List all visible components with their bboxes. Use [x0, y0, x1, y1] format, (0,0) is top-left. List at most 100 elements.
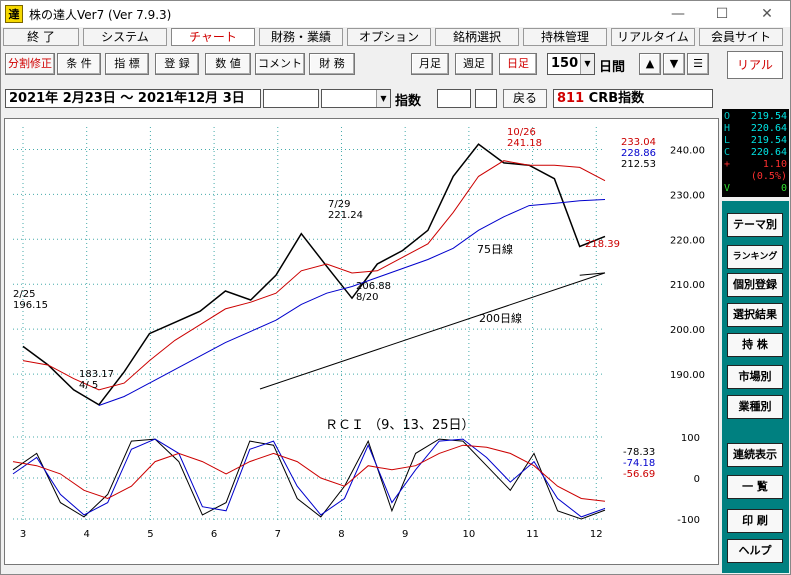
quote-panel: O 219.54 H 220.64 L 219.54 C 220.64 +1.10 (0… [722, 109, 789, 197]
x-tick-label: 9 [402, 529, 408, 540]
menu-options[interactable]: オプション [347, 28, 431, 46]
series-line-75日線 [98, 199, 606, 406]
back-button[interactable]: 戻る [503, 89, 547, 108]
instrument-name: CRB指数 [588, 91, 645, 106]
daily-button[interactable]: 日足 [499, 53, 537, 75]
values-button[interactable]: 数 値 [205, 53, 251, 75]
list-button[interactable]: 一 覧 [727, 475, 783, 499]
x-tick-label: 11 [526, 529, 539, 540]
selection-result-button[interactable]: 選択結果 [727, 303, 783, 327]
days-select[interactable]: 150 ▼ [547, 53, 595, 75]
date-range-field: 2021年 2月23日 〜 2021年12月 3日 [5, 89, 261, 108]
change-sign: + [724, 159, 731, 170]
menu-member-site[interactable]: 会員サイト [699, 28, 783, 46]
rci-line-2 [12, 444, 606, 502]
close-value: 220.64 [750, 147, 787, 158]
side-panel: テーマ別 ランキング 個別登録 選択結果 持 株 市場別 業種別 連続表示 一 … [722, 201, 789, 573]
series-line-25日線 [22, 160, 606, 391]
ranking-button[interactable]: ランキング [727, 245, 783, 269]
ma-value-label: 212.53 [621, 159, 656, 170]
split-adjust-button[interactable]: 分割修正 [5, 53, 55, 75]
high-key: H [724, 123, 731, 134]
annotation-label: 75日線 [477, 242, 513, 256]
help-button[interactable]: ヘルプ [727, 539, 783, 563]
indicator-button[interactable]: 指 標 [105, 53, 149, 75]
rci-line-0 [12, 438, 606, 520]
menu-holdings[interactable]: 持株管理 [523, 28, 607, 46]
chevron-down-icon[interactable]: ▼ [580, 54, 594, 74]
blank-field [263, 89, 319, 108]
menu-stock-select[interactable]: 銘柄選択 [435, 28, 519, 46]
close-button[interactable]: ✕ [761, 6, 773, 22]
chart-area[interactable]: 240.00 230.00 220.00 210.00 200.00 190.00 3 4 5 6… [4, 118, 719, 565]
holdings-button[interactable]: 持 株 [727, 333, 783, 357]
menu-list-button[interactable]: ☰ [687, 53, 709, 75]
annotation-value: 8/20 [356, 292, 378, 303]
days-value: 150 [551, 56, 579, 71]
register-button[interactable]: 登 録 [155, 53, 199, 75]
condition-button[interactable]: 条 件 [57, 53, 101, 75]
x-tick-label: 6 [211, 529, 217, 540]
continuous-display-button[interactable]: 連続表示 [727, 443, 783, 467]
individual-register-button[interactable]: 個別登録 [727, 273, 783, 297]
rci-last-value: -74.18 [623, 458, 655, 469]
app-logo-icon: 達 [5, 5, 23, 23]
menu-financials[interactable]: 財務・業績 [259, 28, 343, 46]
instrument-field: 811 CRB指数 [553, 89, 713, 108]
annotation-value: 218.39 [585, 239, 620, 250]
rci-y-tick-label: 100 [681, 433, 700, 444]
y-tick-label: 190.00 [670, 370, 705, 381]
annotation-label: 206.88 [356, 281, 391, 292]
menu-exit[interactable]: 終 了 [3, 28, 79, 46]
blank-field-3 [475, 89, 497, 108]
market-select[interactable]: ▼ [321, 89, 391, 108]
rci-last-value: -56.69 [623, 469, 655, 480]
realtime-toggle-button[interactable]: リアル [727, 51, 783, 79]
open-value: 219.54 [750, 111, 787, 122]
low-key: L [724, 135, 731, 146]
financial-button[interactable]: 財 務 [309, 53, 355, 75]
annotation-label: 183.17 [79, 369, 114, 380]
rci-y-tick-label: 0 [694, 474, 700, 485]
rci-line-1 [12, 438, 606, 518]
up-arrow-button[interactable]: ▲ [639, 53, 661, 75]
chart-svg: 240.00 230.00 220.00 210.00 200.00 190.00 3 4 5 6… [12, 127, 705, 540]
x-tick-label: 4 [84, 529, 90, 540]
monthly-button[interactable]: 月足 [411, 53, 449, 75]
maximize-button[interactable]: ☐ [715, 6, 729, 22]
rci-title: ＲＣＩ （9、13、25日） [325, 418, 475, 433]
ma-value-label: 228.86 [621, 148, 656, 159]
minimize-button[interactable]: — [671, 6, 685, 22]
theme-button[interactable]: テーマ別 [727, 213, 783, 237]
annotation-label: 200日線 [479, 311, 522, 325]
annotation-label: 7/29 [328, 199, 350, 210]
y-tick-label: 230.00 [670, 190, 705, 201]
index-label: 指数 [395, 94, 422, 109]
info-bar: 2021年 2月23日 〜 2021年12月 3日 ▼ 指数 戻る 811 CR… [1, 87, 717, 109]
down-arrow-button[interactable]: ▼ [663, 53, 685, 75]
series-line-close [22, 143, 606, 406]
y-tick-label: 210.00 [670, 280, 705, 291]
toolbar: 分割修正 条 件 指 標 登 録 数 値 コメント 財 務 月足 週足 日足 1… [1, 49, 790, 83]
y-tick-label: 220.00 [670, 235, 705, 246]
print-button[interactable]: 印 刷 [727, 509, 783, 533]
by-industry-button[interactable]: 業種別 [727, 395, 783, 419]
by-market-button[interactable]: 市場別 [727, 365, 783, 389]
y-tick-label: 200.00 [670, 325, 705, 336]
comment-button[interactable]: コメント [255, 53, 305, 75]
blank-field-2 [437, 89, 471, 108]
menu-bar: 終 了 システム チャート 財務・業績 オプション 銘柄選択 持株管理 リアルタ… [1, 27, 790, 47]
menu-system[interactable]: システム [83, 28, 167, 46]
x-tick-label: 10 [463, 529, 476, 540]
x-tick-label: 3 [20, 529, 26, 540]
window-title: 株の達人Ver7 (Ver 7.9.3) [29, 8, 172, 22]
menu-realtime[interactable]: リアルタイム [611, 28, 695, 46]
instrument-code: 811 [557, 91, 585, 106]
change-percent: (0.5%) [750, 171, 787, 182]
open-key: O [724, 111, 731, 122]
weekly-button[interactable]: 週足 [455, 53, 493, 75]
menu-chart[interactable]: チャート [171, 28, 255, 46]
chevron-down-icon[interactable]: ▼ [376, 90, 390, 107]
annotation-value: 196.15 [13, 300, 48, 311]
